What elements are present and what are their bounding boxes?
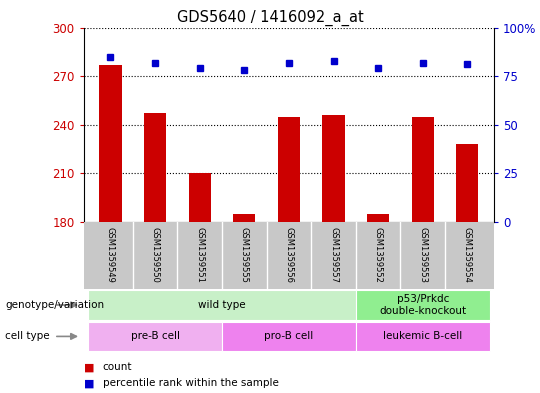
Text: leukemic B-cell: leukemic B-cell	[383, 331, 462, 342]
Text: GSM1359553: GSM1359553	[418, 227, 427, 283]
Text: GSM1359549: GSM1359549	[106, 227, 115, 283]
Text: GSM1359550: GSM1359550	[151, 227, 160, 283]
Text: GSM1359551: GSM1359551	[195, 227, 204, 283]
Text: ■: ■	[84, 378, 94, 388]
Text: genotype/variation: genotype/variation	[5, 300, 105, 310]
Text: ■: ■	[84, 362, 94, 373]
Text: GSM1359556: GSM1359556	[285, 227, 293, 283]
Bar	[222, 322, 356, 351]
Bar	[322, 115, 345, 222]
Bar	[356, 322, 490, 351]
Bar	[99, 65, 122, 222]
Text: count: count	[103, 362, 132, 373]
Bar	[411, 117, 434, 222]
Bar	[233, 214, 255, 222]
Text: GSM1359557: GSM1359557	[329, 227, 338, 283]
Bar	[456, 144, 478, 222]
Text: pro-B cell: pro-B cell	[264, 331, 314, 342]
Bar	[144, 114, 166, 222]
Bar	[356, 290, 490, 320]
Text: GSM1359555: GSM1359555	[240, 227, 249, 283]
Text: cell type: cell type	[5, 331, 50, 342]
Text: percentile rank within the sample: percentile rank within the sample	[103, 378, 279, 388]
Text: p53/Prkdc
double-knockout: p53/Prkdc double-knockout	[379, 294, 466, 316]
Text: GSM1359552: GSM1359552	[374, 227, 383, 283]
Text: GSM1359554: GSM1359554	[463, 227, 472, 283]
Text: GDS5640 / 1416092_a_at: GDS5640 / 1416092_a_at	[177, 10, 363, 26]
Text: wild type: wild type	[198, 300, 246, 310]
Bar	[88, 322, 222, 351]
Bar	[367, 214, 389, 222]
Bar	[188, 173, 211, 222]
Bar	[278, 117, 300, 222]
Bar	[88, 290, 356, 320]
Text: pre-B cell: pre-B cell	[131, 331, 180, 342]
